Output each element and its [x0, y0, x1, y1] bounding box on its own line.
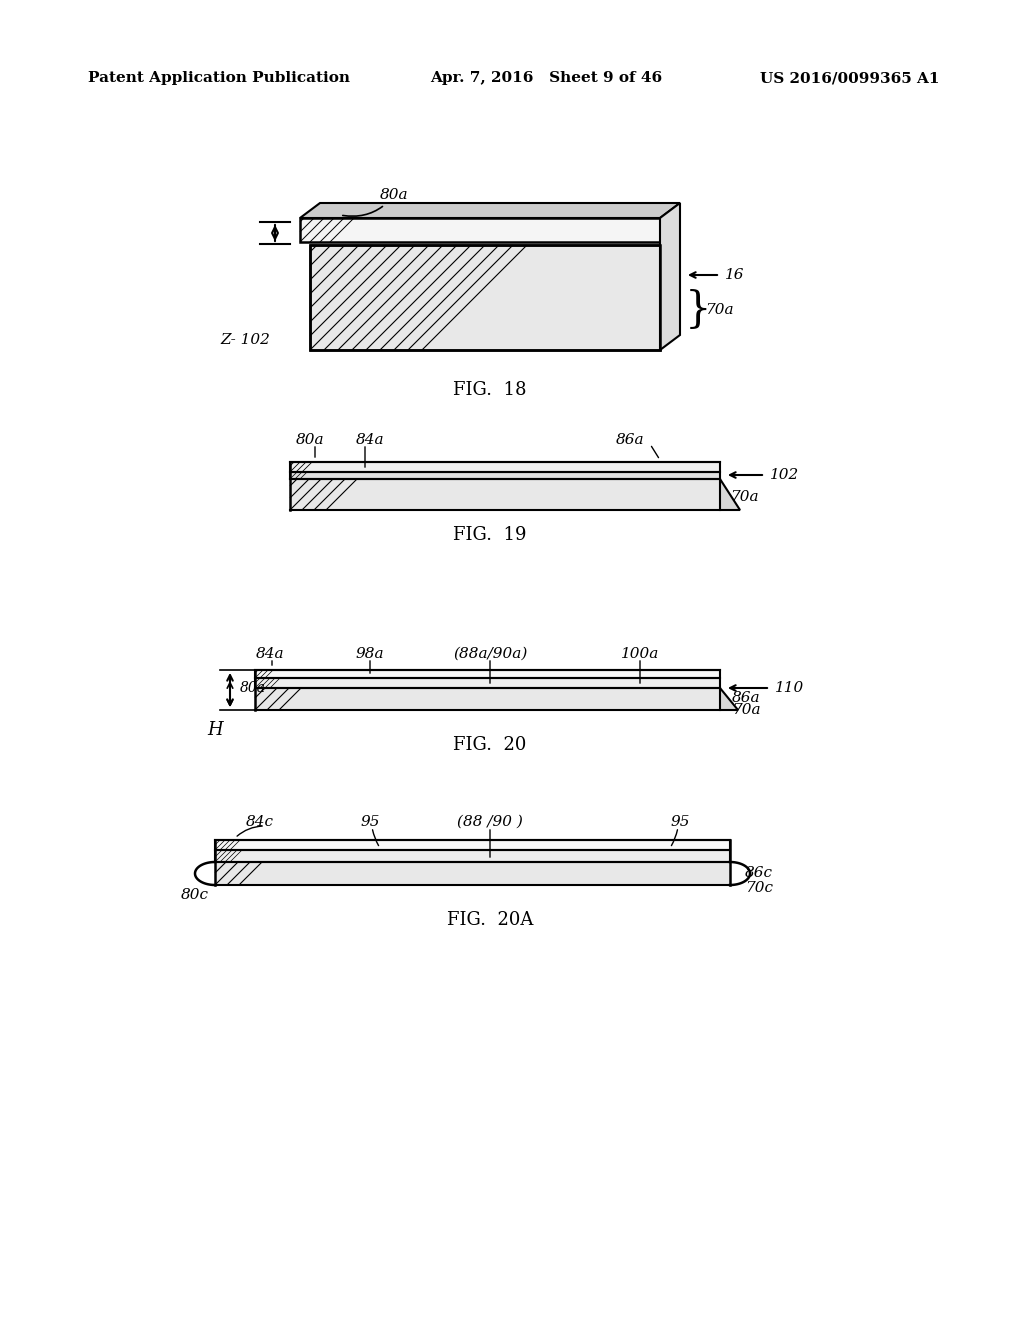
Polygon shape [720, 479, 740, 510]
Text: 84c: 84c [246, 814, 274, 829]
Text: 95: 95 [671, 814, 690, 829]
Text: 80a: 80a [240, 681, 266, 696]
Bar [290, 479, 720, 510]
Text: Apr. 7, 2016   Sheet 9 of 46: Apr. 7, 2016 Sheet 9 of 46 [430, 71, 663, 84]
Polygon shape [215, 862, 730, 884]
Text: 70c: 70c [745, 880, 773, 895]
Bar [310, 246, 660, 350]
Text: 80a: 80a [343, 187, 409, 216]
Text: FIG.  19: FIG. 19 [454, 525, 526, 544]
Polygon shape [720, 688, 738, 710]
Text: 70a: 70a [730, 490, 759, 504]
Polygon shape [255, 688, 735, 710]
Bar [255, 678, 720, 688]
Text: Z- 102: Z- 102 [220, 333, 270, 347]
Text: 110: 110 [775, 681, 804, 696]
Text: 80a: 80a [296, 433, 325, 447]
Bar [255, 671, 720, 678]
Text: 86a: 86a [732, 690, 761, 705]
Text: 70a: 70a [732, 704, 761, 717]
Text: 16: 16 [725, 268, 744, 282]
Bar [290, 479, 720, 510]
Polygon shape [660, 203, 680, 350]
Text: 102: 102 [770, 469, 800, 482]
Text: 100a: 100a [621, 647, 659, 661]
Bar [310, 246, 660, 350]
Bar [215, 862, 730, 884]
Bar [300, 218, 660, 242]
Bar [300, 218, 660, 242]
Bar [290, 462, 720, 473]
Bar [215, 840, 730, 850]
Bar [290, 462, 720, 473]
Text: FIG.  18: FIG. 18 [454, 381, 526, 399]
Text: (88 /90 ): (88 /90 ) [457, 814, 523, 829]
Bar [215, 862, 730, 884]
Text: 86c: 86c [745, 866, 773, 880]
Text: 98a: 98a [355, 647, 384, 661]
Text: US 2016/0099365 A1: US 2016/0099365 A1 [760, 71, 939, 84]
Text: 84a: 84a [256, 647, 285, 661]
Bar [290, 473, 720, 479]
Polygon shape [300, 203, 680, 218]
Text: 95: 95 [360, 814, 380, 829]
Bar [255, 688, 720, 710]
Bar [255, 688, 720, 710]
Text: 84a: 84a [355, 433, 384, 447]
Bar [290, 473, 720, 479]
Polygon shape [290, 479, 735, 510]
Text: }: } [685, 289, 712, 331]
Text: FIG.  20A: FIG. 20A [446, 911, 534, 929]
Bar [255, 678, 720, 688]
Text: (88a/90a): (88a/90a) [453, 647, 527, 661]
Bar [215, 840, 730, 850]
Text: Patent Application Publication: Patent Application Publication [88, 71, 350, 84]
Bar [310, 246, 660, 350]
Bar [215, 850, 730, 862]
Text: 86a: 86a [615, 433, 644, 447]
Text: 80c: 80c [181, 888, 209, 902]
Text: 70a: 70a [705, 304, 733, 317]
Text: H: H [207, 721, 223, 739]
Bar [255, 671, 720, 678]
Bar [215, 850, 730, 862]
Text: FIG.  20: FIG. 20 [454, 737, 526, 754]
